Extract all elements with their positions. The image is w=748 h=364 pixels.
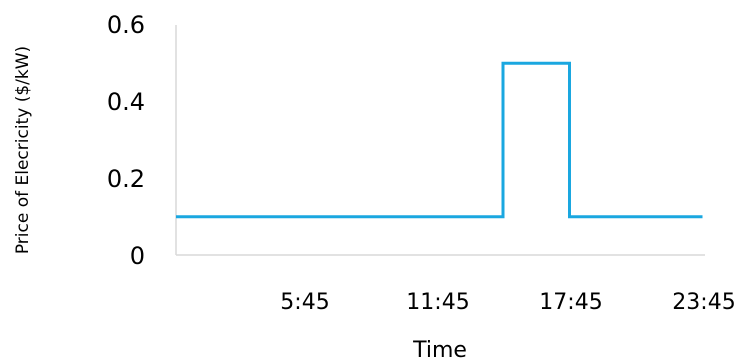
y-tick-labels: 0 0.2 0.4 0.6 xyxy=(107,11,145,270)
x-axis-title: Time xyxy=(412,338,467,363)
price-series-line xyxy=(176,61,703,219)
x-tick-labels: 5:45 11:45 17:45 23:45 xyxy=(280,290,735,315)
y-tick-label: 0 xyxy=(130,242,145,270)
x-tick-label: 23:45 xyxy=(672,290,735,315)
y-axis-title: Price of Elecricity ($/kW) xyxy=(13,46,33,254)
x-tick-label: 5:45 xyxy=(280,290,329,315)
x-tick-label: 17:45 xyxy=(539,290,602,315)
y-tick-label: 0.2 xyxy=(107,165,145,193)
y-tick-label: 0.6 xyxy=(107,11,145,39)
y-tick-label: 0.4 xyxy=(107,88,145,116)
x-tick-label: 11:45 xyxy=(406,290,469,315)
